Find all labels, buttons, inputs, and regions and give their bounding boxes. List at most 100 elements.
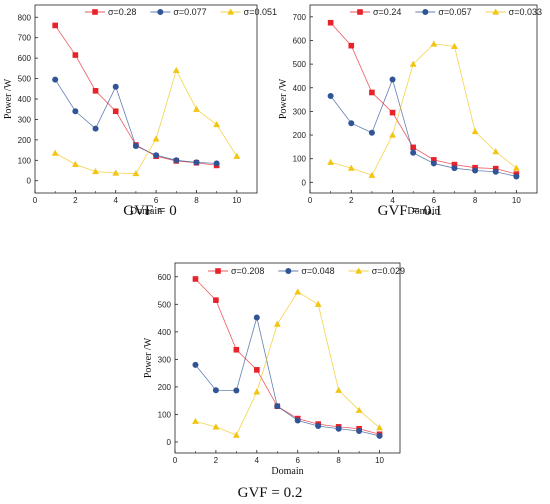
series-3 bbox=[327, 40, 520, 178]
y-tick-label: 700 bbox=[293, 13, 307, 22]
data-point bbox=[213, 297, 219, 303]
series-line bbox=[195, 291, 380, 436]
legend-label: σ=0.208 bbox=[231, 266, 264, 276]
data-point bbox=[52, 76, 59, 83]
data-point bbox=[212, 387, 219, 394]
data-point bbox=[376, 432, 383, 439]
data-point bbox=[314, 300, 322, 307]
data-point bbox=[192, 361, 199, 368]
x-tick-label: 2 bbox=[349, 196, 354, 205]
data-point bbox=[173, 157, 180, 164]
data-point bbox=[376, 424, 383, 431]
y-tick-label: 300 bbox=[158, 355, 172, 364]
data-point bbox=[335, 425, 342, 432]
data-point bbox=[410, 149, 417, 156]
legend-marker bbox=[157, 9, 164, 15]
y-tick-label: 200 bbox=[158, 383, 172, 392]
series-2 bbox=[192, 314, 383, 439]
data-point bbox=[512, 164, 520, 171]
data-point bbox=[212, 423, 220, 430]
data-point bbox=[153, 152, 160, 159]
chart-panel-1: 0 2 4 6 8 100100200300400500600700800DomainPo… bbox=[3, 4, 277, 217]
data-point bbox=[192, 417, 199, 424]
series-3 bbox=[192, 288, 383, 438]
legend-marker bbox=[92, 9, 98, 15]
y-tick-label: 0 bbox=[167, 438, 172, 447]
series-1 bbox=[327, 19, 520, 177]
data-point bbox=[430, 40, 438, 47]
y-tick-label: 100 bbox=[158, 410, 172, 419]
series-line bbox=[54, 69, 238, 174]
x-tick-label: 8 bbox=[473, 196, 478, 205]
legend-entry-3: σ=0.029 bbox=[348, 266, 405, 276]
legend-marker bbox=[355, 267, 363, 274]
data-point bbox=[112, 83, 119, 90]
data-point bbox=[368, 171, 376, 178]
x-tick-label: 4 bbox=[114, 196, 119, 205]
data-point bbox=[152, 135, 160, 142]
y-tick-label: 500 bbox=[18, 75, 32, 84]
data-point bbox=[492, 165, 499, 172]
data-point bbox=[410, 144, 416, 151]
y-tick-label: 400 bbox=[18, 95, 32, 104]
x-tick-label: 10 bbox=[232, 196, 241, 205]
x-tick-label: 2 bbox=[214, 456, 219, 465]
data-point bbox=[172, 66, 180, 73]
legend-entry-2: σ=0.057 bbox=[415, 7, 472, 17]
data-point bbox=[71, 160, 79, 167]
x-tick-label: 0 bbox=[33, 196, 38, 205]
series-line bbox=[195, 278, 380, 435]
data-point bbox=[253, 314, 260, 321]
panel-caption: GVF = 0.2 bbox=[238, 485, 303, 501]
y-axis-label: Power /W bbox=[143, 337, 154, 378]
series-line bbox=[330, 43, 517, 176]
series-line bbox=[54, 79, 217, 164]
plot-frame bbox=[34, 4, 258, 194]
data-point bbox=[253, 388, 261, 395]
data-point bbox=[294, 417, 301, 424]
data-point bbox=[273, 320, 281, 327]
legend-entry-1: σ=0.208 bbox=[208, 266, 264, 276]
series-2 bbox=[327, 76, 520, 180]
x-tick-label: 10 bbox=[512, 196, 521, 205]
y-tick-label: 800 bbox=[18, 13, 32, 22]
series-3 bbox=[51, 66, 241, 177]
data-point bbox=[348, 42, 355, 49]
x-axis-label: Domain bbox=[271, 466, 303, 477]
data-point bbox=[335, 386, 343, 393]
y-tick-label: 0 bbox=[302, 178, 307, 187]
data-point bbox=[356, 427, 363, 434]
legend-label: σ=0.029 bbox=[372, 266, 405, 276]
data-point bbox=[451, 161, 458, 168]
series-line bbox=[330, 78, 517, 177]
data-point bbox=[192, 276, 199, 282]
y-tick-label: 0 bbox=[27, 177, 32, 186]
data-point bbox=[232, 431, 240, 438]
legend-marker bbox=[492, 8, 500, 15]
legend-label: σ=0.033 bbox=[509, 7, 542, 17]
data-point bbox=[132, 143, 139, 149]
legend-marker bbox=[215, 268, 221, 274]
y-tick-label: 600 bbox=[18, 54, 32, 63]
x-tick-label: 4 bbox=[255, 456, 260, 465]
data-point bbox=[233, 346, 240, 353]
data-point bbox=[347, 164, 355, 171]
y-axis-label: Power /W bbox=[3, 78, 14, 119]
data-point bbox=[132, 170, 140, 177]
x-axis-label: Domain bbox=[407, 206, 439, 217]
data-point bbox=[233, 387, 240, 394]
legend-entry-1: σ=0.24 bbox=[350, 7, 401, 17]
data-point bbox=[368, 129, 375, 136]
data-point bbox=[193, 159, 200, 166]
legend-label: σ=0.24 bbox=[373, 7, 401, 17]
x-tick-label: 4 bbox=[390, 196, 395, 205]
data-point bbox=[451, 42, 458, 49]
data-point bbox=[51, 149, 59, 156]
x-tick-label: 6 bbox=[296, 456, 301, 465]
y-tick-label: 500 bbox=[158, 300, 172, 309]
data-point bbox=[471, 128, 479, 135]
data-point bbox=[193, 105, 200, 112]
data-point bbox=[233, 152, 241, 159]
data-point bbox=[492, 148, 500, 155]
